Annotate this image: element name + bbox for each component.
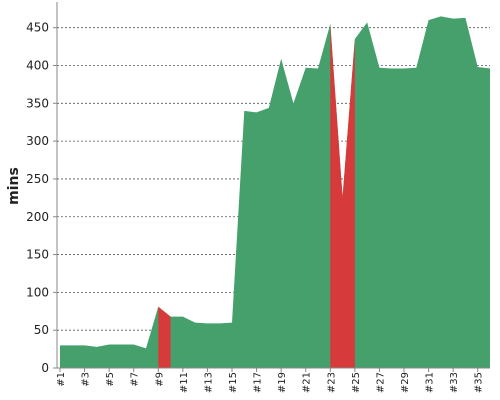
x-tick-label: #27 (375, 372, 386, 393)
y-tick-label: 200 (26, 210, 49, 224)
y-tick-label: 400 (26, 59, 49, 73)
y-tick-label: 50 (34, 323, 49, 337)
highlight-segment (330, 23, 355, 368)
x-tick-label: #9 (154, 372, 165, 387)
y-tick-labels: 0 50 100 150 200 250 300 350 400 450 (26, 21, 57, 375)
y-axis-label: mins (6, 167, 22, 205)
area-fill (60, 16, 490, 368)
y-tick-label: 250 (26, 172, 49, 186)
y-tick-label: 350 (26, 96, 49, 110)
x-tick-label: #17 (253, 372, 264, 393)
y-tick-label: 100 (26, 285, 49, 299)
x-tick-label: #5 (105, 372, 116, 387)
x-tick-label: #31 (425, 372, 436, 393)
x-tick-label: #19 (277, 372, 288, 393)
x-tick-label: #29 (400, 372, 411, 393)
x-tick-label: #21 (302, 372, 313, 393)
y-tick-label: 450 (26, 21, 49, 35)
x-tick-label: #25 (351, 372, 362, 393)
x-tick-label: #11 (179, 372, 190, 393)
x-tick-labels: #1 #3 #5 #7 #9 #11 #13 #15 #17 #19 #21 #23 #25 #27 #29… (56, 368, 485, 393)
x-tick-label: #1 (56, 372, 67, 387)
x-tick-label: #15 (228, 372, 239, 393)
y-tick-label: 0 (41, 361, 49, 375)
x-tick-label: #23 (326, 372, 337, 393)
y-tick-label: 300 (26, 134, 49, 148)
x-tick-label: #35 (474, 372, 485, 393)
x-tick-label: #13 (203, 372, 214, 393)
x-tick-label: #7 (130, 372, 141, 387)
x-tick-label: #3 (81, 372, 92, 387)
axes (56, 2, 490, 369)
highlight-segment (158, 306, 171, 368)
y-tick-label: 150 (26, 248, 49, 262)
area-series (60, 16, 490, 368)
x-tick-label: #33 (449, 372, 460, 393)
